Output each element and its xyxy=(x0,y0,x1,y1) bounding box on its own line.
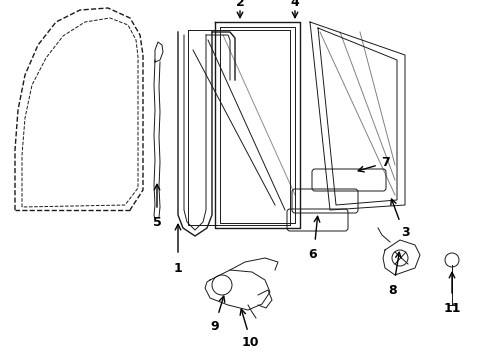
Text: 9: 9 xyxy=(211,320,220,333)
Text: 11: 11 xyxy=(443,302,461,315)
Text: 3: 3 xyxy=(401,225,409,238)
Text: 10: 10 xyxy=(241,336,259,348)
Text: 8: 8 xyxy=(389,284,397,297)
Text: 4: 4 xyxy=(291,0,299,9)
Text: 1: 1 xyxy=(173,261,182,274)
Text: 5: 5 xyxy=(152,216,161,229)
Text: 7: 7 xyxy=(381,156,390,168)
Text: 6: 6 xyxy=(309,248,318,261)
Text: 2: 2 xyxy=(236,0,245,9)
